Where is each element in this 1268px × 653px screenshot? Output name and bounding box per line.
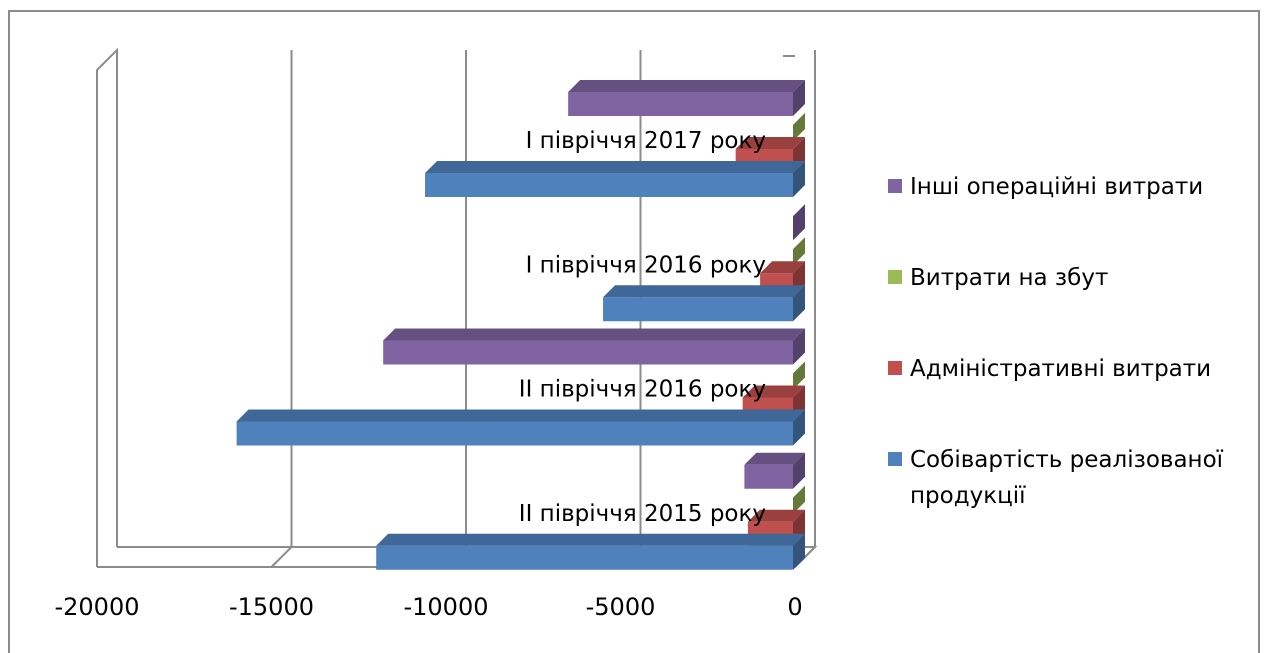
legend-swatch: [888, 270, 902, 284]
x-tick-label: -5000: [586, 593, 656, 621]
legend-label-cont: продукції: [910, 483, 1026, 509]
bar: [793, 113, 806, 141]
legend: Інші операційні витрати Витрати на збут Ад…: [888, 174, 1224, 509]
x-tick-labels: -20000 -15000 -10000 -5000 0: [54, 593, 802, 621]
bar: [383, 328, 805, 365]
bar: [793, 485, 806, 514]
category-label: І півріччя 2016 року: [526, 252, 766, 278]
gridline: [270, 50, 293, 568]
bar: [568, 80, 805, 116]
legend-swatch: [888, 452, 902, 466]
bar: [793, 237, 806, 266]
x-tick-label: -20000: [54, 593, 139, 621]
legend-label: Собівартість реалізованої: [910, 447, 1224, 473]
category-label: І півріччя 2017 року: [526, 128, 766, 154]
bar: [236, 409, 806, 446]
legend-swatch: [888, 179, 902, 193]
legend-label: Інші операційні витрати: [910, 174, 1203, 200]
bar: [603, 285, 805, 322]
x-tick-label: 0: [787, 593, 802, 621]
category-label: ІІ півріччя 2016 року: [519, 377, 766, 403]
chart-left-wall: [96, 47, 118, 567]
bars: [236, 80, 806, 570]
bar: [793, 361, 806, 390]
category-labels: ІІ півріччя 2015 року ІІ півріччя 2016 ро…: [519, 128, 766, 527]
x-tick-label: -10000: [403, 593, 488, 621]
bar: [744, 452, 805, 489]
bar: [793, 204, 806, 241]
bar: [376, 533, 805, 570]
category-label: ІІ півріччя 2015 року: [519, 501, 766, 527]
x-tick-label: -15000: [229, 593, 314, 621]
legend-swatch: [888, 361, 902, 375]
legend-label: Адміністративні витрати: [910, 356, 1211, 382]
legend-label: Витрати на збут: [910, 265, 1108, 291]
bar: [425, 161, 805, 197]
gridline: [445, 50, 467, 568]
